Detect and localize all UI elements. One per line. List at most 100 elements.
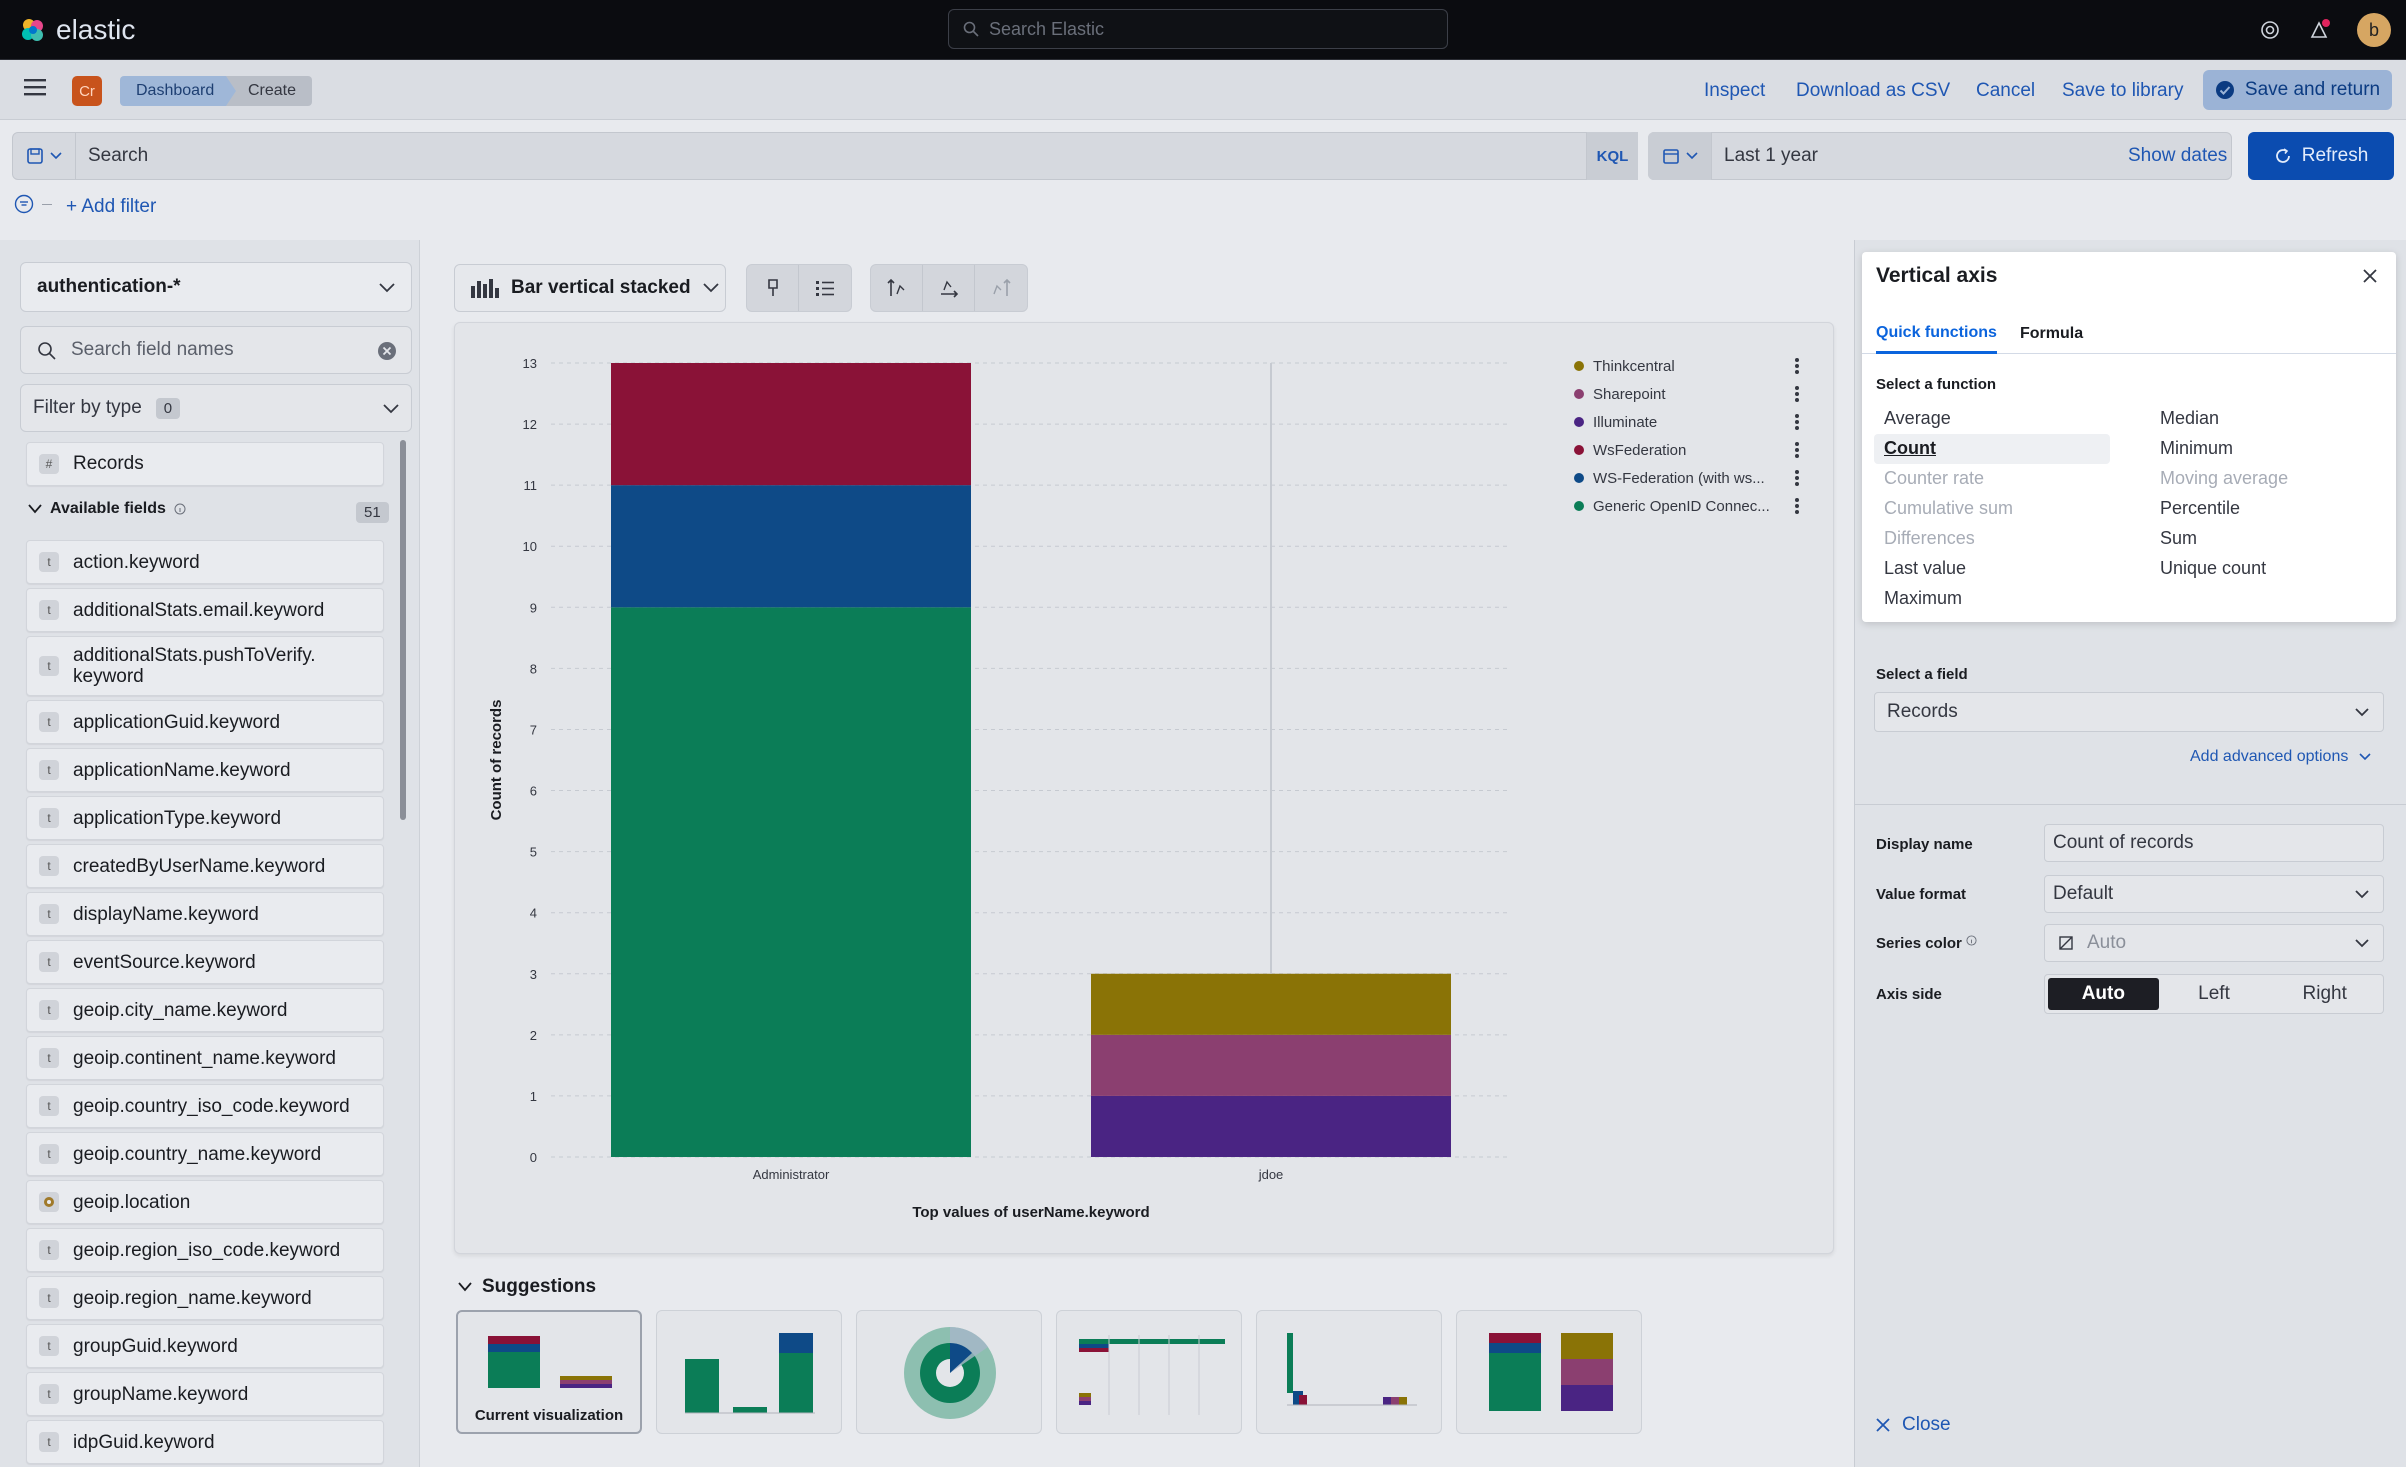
function-median[interactable]: Median [2160, 408, 2220, 428]
function-sum[interactable]: Sum [2160, 528, 2198, 548]
field-item[interactable]: t idpGuid.keyword [26, 1420, 384, 1464]
save-and-return-button[interactable]: Save and return [2203, 70, 2392, 110]
function-last-value[interactable]: Last value [1884, 558, 1967, 578]
global-search-input[interactable]: Search Elastic [948, 9, 1448, 49]
field-item[interactable]: t geoip.region_iso_code.keyword [26, 1228, 384, 1272]
inspect-button[interactable]: Inspect [1704, 80, 1766, 101]
breadcrumb-create: Create [226, 76, 313, 106]
field-item[interactable]: t geoip.city_name.keyword [26, 988, 384, 1032]
kql-language-toggle[interactable]: KQL [1586, 132, 1638, 180]
field-item[interactable]: t additionalStats.email.keyword [26, 588, 384, 632]
field-item[interactable]: t additionalStats.pushToVerify. keyword [26, 636, 384, 696]
date-range-value[interactable]: Last 1 year [1724, 145, 1818, 166]
index-pattern-selector[interactable]: authentication-* [20, 262, 412, 312]
field-name: applicationType.keyword [73, 807, 282, 829]
chevron-down-icon [2359, 753, 2371, 761]
chevron-down-icon [1685, 152, 1698, 160]
breadcrumb-dashboard[interactable]: Dashboard [120, 76, 236, 106]
function-maximum[interactable]: Maximum [1884, 588, 1963, 608]
function-count[interactable]: Count [1884, 438, 1936, 458]
download-csv-button[interactable]: Download as CSV [1796, 80, 1951, 101]
query-input[interactable]: Search [88, 145, 149, 166]
help-icon[interactable] [2256, 16, 2284, 44]
add-advanced-options-button[interactable]: Add advanced options [2190, 748, 2371, 766]
suggestion-current-visualization[interactable]: Current visualization [456, 1310, 642, 1434]
suggestion-title: Current visualization [474, 1407, 624, 1424]
filter-menu-button[interactable] [14, 194, 52, 214]
select-function-label: Select a function [1876, 376, 1997, 393]
field-item[interactable]: t applicationType.keyword [26, 796, 384, 840]
show-dates-button[interactable]: Show dates [2128, 145, 2228, 166]
axis-settings-group [870, 264, 1028, 312]
elastic-logo[interactable]: elastic [20, 14, 135, 46]
suggestions-toggle[interactable]: Suggestions [458, 1276, 596, 1298]
series-color-picker[interactable]: Auto [2044, 924, 2384, 962]
visual-options-button[interactable] [747, 265, 799, 311]
function-average[interactable]: Average [1884, 408, 1951, 428]
string-field-icon: t [39, 552, 59, 572]
search-icon [38, 342, 56, 360]
axis-side-left[interactable]: Left [2198, 983, 2230, 1004]
close-icon[interactable] [2362, 268, 2378, 289]
field-item[interactable]: t geoip.continent_name.keyword [26, 1036, 384, 1080]
suggestion-bar-split[interactable] [1256, 1310, 1442, 1434]
available-fields-label: Available fields [50, 500, 166, 517]
function-minimum[interactable]: Minimum [2160, 438, 2234, 458]
field-select[interactable]: Records [1874, 692, 2384, 732]
saved-query-menu-button[interactable] [12, 132, 76, 180]
field-item[interactable]: t displayName.keyword [26, 892, 384, 936]
legend-settings-button[interactable] [799, 265, 851, 311]
y-tick-label: 12 [523, 417, 537, 432]
clear-icon[interactable] [377, 341, 397, 361]
user-avatar[interactable]: b [2357, 13, 2391, 47]
close-flyout-button[interactable]: Close [1876, 1414, 1951, 1436]
field-item[interactable]: t applicationName.keyword [26, 748, 384, 792]
function-differences: Differences [1884, 528, 1975, 548]
chart-type-switcher[interactable]: Bar vertical stacked [454, 264, 726, 312]
field-item[interactable]: t geoip.country_name.keyword [26, 1132, 384, 1176]
news-feed-icon[interactable] [2306, 16, 2334, 44]
refresh-button[interactable]: Refresh [2248, 132, 2394, 180]
field-search-placeholder: Search field names [71, 339, 234, 360]
axis-side-auto[interactable]: Auto [2048, 978, 2159, 1010]
field-item[interactable]: geoip.location [26, 1180, 384, 1224]
tab-quick-functions[interactable]: Quick functions [1876, 314, 1997, 354]
function-unique-count[interactable]: Unique count [2160, 558, 2267, 578]
cancel-button[interactable]: Cancel [1976, 80, 2036, 101]
suggestion-donut[interactable] [856, 1310, 1042, 1434]
add-filter-button[interactable]: + Add filter [66, 196, 157, 217]
app-name: elastic [56, 14, 136, 45]
filter-by-type-button[interactable]: Filter by type 0 [20, 384, 412, 432]
value-format-select[interactable]: Default [2044, 875, 2384, 913]
field-search-input[interactable]: Search field names [20, 326, 412, 374]
suggestion-stacked-bar[interactable] [1456, 1310, 1642, 1434]
field-item[interactable]: t geoip.country_iso_code.keyword [26, 1084, 384, 1128]
quick-date-menu-button[interactable] [1648, 132, 1712, 180]
tab-formula[interactable]: Formula [2020, 325, 2084, 342]
save-to-library-button[interactable]: Save to library [2062, 80, 2184, 101]
field-item[interactable]: t createdByUserName.keyword [26, 844, 384, 888]
suggestion-horizontal-bar[interactable] [1056, 1310, 1242, 1434]
field-item[interactable]: t applicationGuid.keyword [26, 700, 384, 744]
axis-side-right[interactable]: Right [2302, 983, 2347, 1004]
y-tick-label: 10 [523, 539, 537, 554]
field-item[interactable]: t geoip.region_name.keyword [26, 1276, 384, 1320]
available-fields-toggle[interactable]: Available fields [28, 500, 186, 518]
suggestion-bar[interactable] [656, 1310, 842, 1434]
display-name-input[interactable] [2044, 824, 2384, 862]
field-item[interactable]: t groupName.keyword [26, 1372, 384, 1416]
space-avatar[interactable]: Cr [72, 76, 102, 106]
field-list-scrollbar[interactable] [400, 440, 406, 820]
y-axis-title: Count of records [488, 700, 505, 821]
function-percentile[interactable]: Percentile [2160, 498, 2241, 518]
menu-icon[interactable] [24, 78, 46, 101]
field-item[interactable]: t groupGuid.keyword [26, 1324, 384, 1368]
legend-action-dot [1795, 370, 1799, 374]
left-axis-button[interactable] [871, 265, 923, 311]
bottom-axis-button[interactable] [923, 265, 975, 311]
field-item[interactable]: t action.keyword [26, 540, 384, 584]
field-item[interactable]: t eventSource.keyword [26, 940, 384, 984]
chart-panel: 0 1 2 3 4 5 6 7 8 9 10 11 12 13 Administrator jdoe Top v… [454, 322, 1834, 1254]
field-item-records[interactable]: # Records [26, 442, 384, 486]
